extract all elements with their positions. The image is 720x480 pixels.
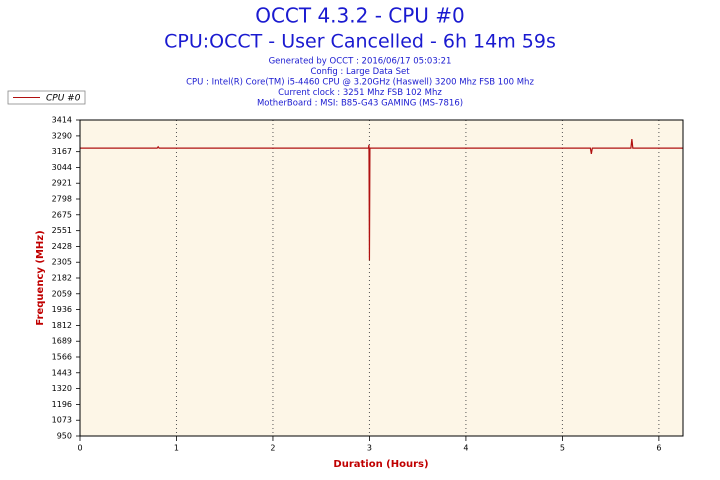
info-line: Generated by OCCT : 2016/06/17 05:03:21 [269, 57, 452, 67]
y-tick-label: 1689 [52, 337, 72, 346]
y-tick-label: 1812 [52, 321, 72, 330]
y-tick-label: 2921 [52, 179, 72, 188]
y-tick-label: 2551 [52, 226, 72, 235]
x-tick-label: 2 [270, 444, 275, 453]
chart-title: OCCT 4.3.2 - CPU #0 [255, 4, 465, 28]
info-line: MotherBoard : MSI: B85-G43 GAMING (MS-78… [257, 99, 463, 109]
x-tick-label: 3 [367, 444, 372, 453]
y-tick-label: 2428 [52, 242, 72, 251]
y-tick-label: 1320 [52, 384, 72, 393]
y-tick-label: 3044 [52, 163, 72, 172]
chart-subtitle: CPU:OCCT - User Cancelled - 6h 14m 59s [164, 31, 556, 53]
x-axis-label: Duration (Hours) [333, 459, 428, 470]
y-tick-label: 1566 [52, 353, 72, 362]
x-tick-label: 5 [560, 444, 565, 453]
info-line: Config : Large Data Set [310, 67, 410, 77]
y-tick-label: 2305 [52, 258, 72, 267]
y-tick-label: 2675 [52, 210, 72, 219]
y-tick-label: 2798 [52, 195, 72, 204]
y-tick-label: 3414 [52, 116, 72, 125]
y-tick-label: 2182 [52, 274, 72, 283]
y-tick-label: 1936 [52, 305, 72, 314]
legend-box [7, 90, 86, 105]
y-axis-label: Frequency (MHz) [35, 230, 46, 325]
y-tick-label: 1443 [52, 368, 72, 377]
y-tick-label: 2059 [52, 289, 72, 298]
y-tick-label: 1073 [52, 416, 72, 425]
y-tick-label: 1196 [52, 400, 72, 409]
x-tick-label: 0 [77, 444, 82, 453]
y-tick-label: 3290 [52, 131, 72, 140]
legend-label: CPU #0 [46, 94, 81, 104]
x-tick-label: 6 [656, 444, 661, 453]
info-line: Current clock : 3251 Mhz FSB 102 Mhz [278, 88, 442, 98]
x-tick-label: 1 [174, 444, 179, 453]
plot-area [80, 120, 683, 436]
x-tick-label: 4 [463, 444, 468, 453]
info-line: CPU : Intel(R) Core(TM) i5-4460 CPU @ 3.… [186, 78, 534, 88]
series-line [80, 139, 683, 261]
y-tick-label: 3167 [52, 147, 72, 156]
y-tick-label: 950 [57, 432, 72, 441]
plot-frame [79, 119, 684, 437]
